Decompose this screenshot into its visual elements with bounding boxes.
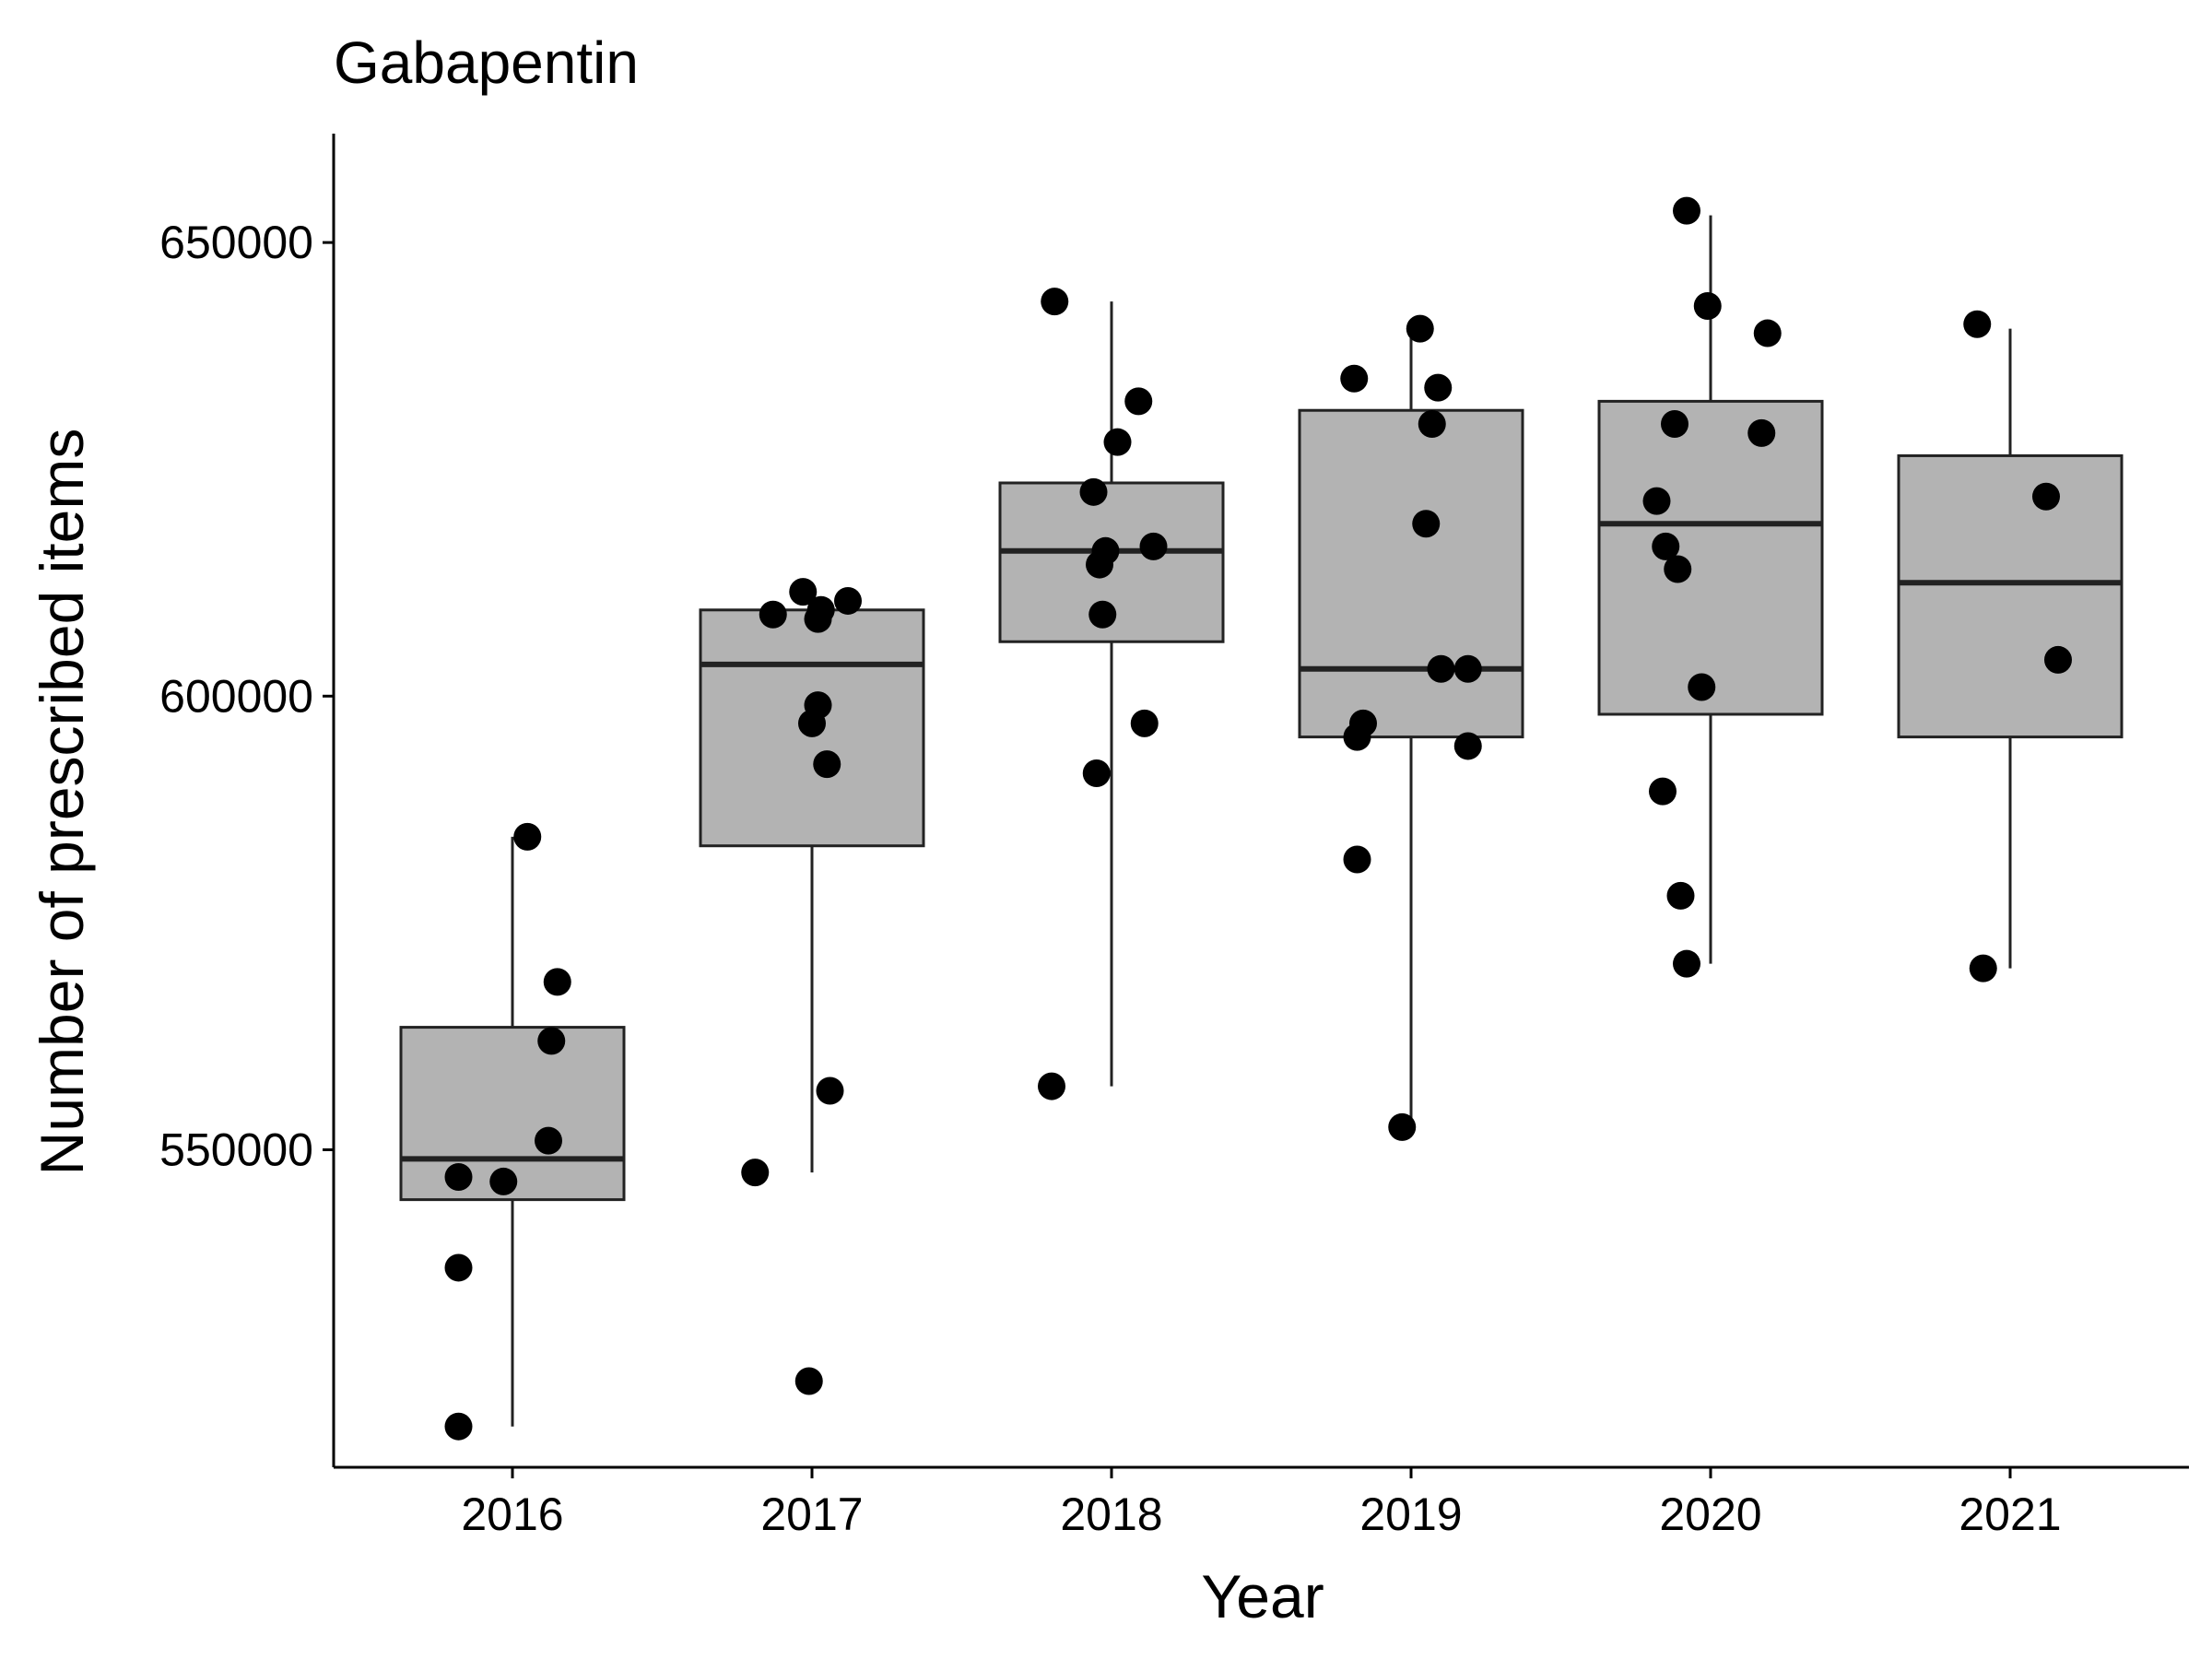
x-tick-label-2016: 2016 [461, 1488, 563, 1540]
data-point-2019-37 [1412, 510, 1441, 538]
data-point-2020-52 [1693, 292, 1722, 321]
data-point-2020-49 [1747, 418, 1776, 447]
box-2019 [1298, 408, 1524, 739]
data-point-2017-14 [759, 600, 787, 629]
data-point-2017-10 [816, 1077, 844, 1105]
data-point-2016-6 [543, 968, 571, 996]
data-point-2019-31 [1343, 845, 1371, 874]
data-point-2017-16 [806, 595, 835, 624]
data-point-2020-46 [1664, 555, 1692, 583]
data-point-2016-0 [444, 1412, 473, 1441]
data-point-2017-9 [741, 1159, 770, 1187]
plot-area: 550000 600000 650000 2016 2017 2018 2019 2020 20… [159, 134, 2189, 1540]
data-point-2018-24 [1091, 536, 1120, 565]
data-point-2018-26 [1079, 477, 1108, 506]
data-point-2020-47 [1652, 532, 1680, 560]
data-point-2018-29 [1041, 288, 1069, 316]
data-point-2018-28 [1124, 387, 1153, 416]
y-tick-label-650000: 650000 [159, 217, 313, 268]
data-point-2016-2 [444, 1163, 473, 1192]
data-point-2017-13 [804, 691, 832, 720]
data-point-2019-38 [1418, 409, 1446, 438]
data-point-2017-18 [834, 586, 862, 615]
data-point-2018-19 [1038, 1072, 1065, 1100]
data-point-2020-44 [1649, 777, 1677, 806]
data-point-2016-7 [513, 822, 542, 851]
x-tick-label-2018: 2018 [1060, 1488, 1162, 1540]
data-point-2019-33 [1349, 709, 1377, 737]
data-point-2020-50 [1661, 409, 1688, 438]
x-tick-label-2017: 2017 [760, 1488, 863, 1540]
y-tick-label-550000: 550000 [159, 1124, 313, 1175]
data-point-2020-48 [1642, 487, 1671, 515]
box-2016 [399, 1026, 626, 1202]
y-axis-title: Number of prescribed items [28, 429, 96, 1176]
data-point-2021-57 [1963, 310, 1992, 338]
box-2020 [1597, 399, 1824, 716]
data-point-2020-51 [1753, 319, 1782, 347]
data-point-2019-40 [1340, 364, 1369, 393]
data-point-2019-34 [1453, 732, 1482, 760]
data-point-2018-20 [1082, 759, 1111, 787]
data-point-2018-21 [1130, 709, 1159, 737]
data-point-2021-54 [1969, 954, 1997, 982]
data-point-2020-45 [1688, 673, 1716, 701]
data-point-2017-11 [813, 750, 841, 779]
data-point-2021-56 [2032, 482, 2060, 511]
box-2021 [1897, 453, 2124, 739]
data-point-2016-3 [489, 1167, 518, 1195]
x-tick-label-2019: 2019 [1359, 1488, 1462, 1540]
data-point-2016-4 [535, 1126, 562, 1155]
data-point-2019-36 [1453, 654, 1482, 683]
data-point-2017-17 [789, 578, 818, 606]
x-tick-label-2021: 2021 [1959, 1488, 2061, 1540]
data-point-2021-55 [2044, 645, 2072, 674]
data-point-2019-30 [1388, 1112, 1417, 1141]
data-point-2018-25 [1139, 532, 1168, 560]
data-point-2016-5 [537, 1027, 566, 1055]
data-point-2017-8 [794, 1367, 823, 1395]
data-point-2016-1 [444, 1253, 473, 1282]
data-point-2018-22 [1088, 600, 1117, 629]
data-point-2020-42 [1673, 949, 1700, 978]
data-point-2019-41 [1406, 314, 1434, 343]
chart-title: Gabapentin [334, 29, 639, 96]
data-point-2020-43 [1666, 881, 1695, 910]
y-tick-label-600000: 600000 [159, 670, 313, 722]
x-tick-label-2020: 2020 [1659, 1488, 1761, 1540]
data-point-2019-35 [1427, 654, 1455, 683]
data-point-2019-39 [1424, 373, 1453, 402]
data-point-2020-53 [1673, 196, 1700, 225]
data-point-2018-27 [1103, 428, 1132, 456]
x-axis-title: Year [1201, 1562, 1324, 1630]
